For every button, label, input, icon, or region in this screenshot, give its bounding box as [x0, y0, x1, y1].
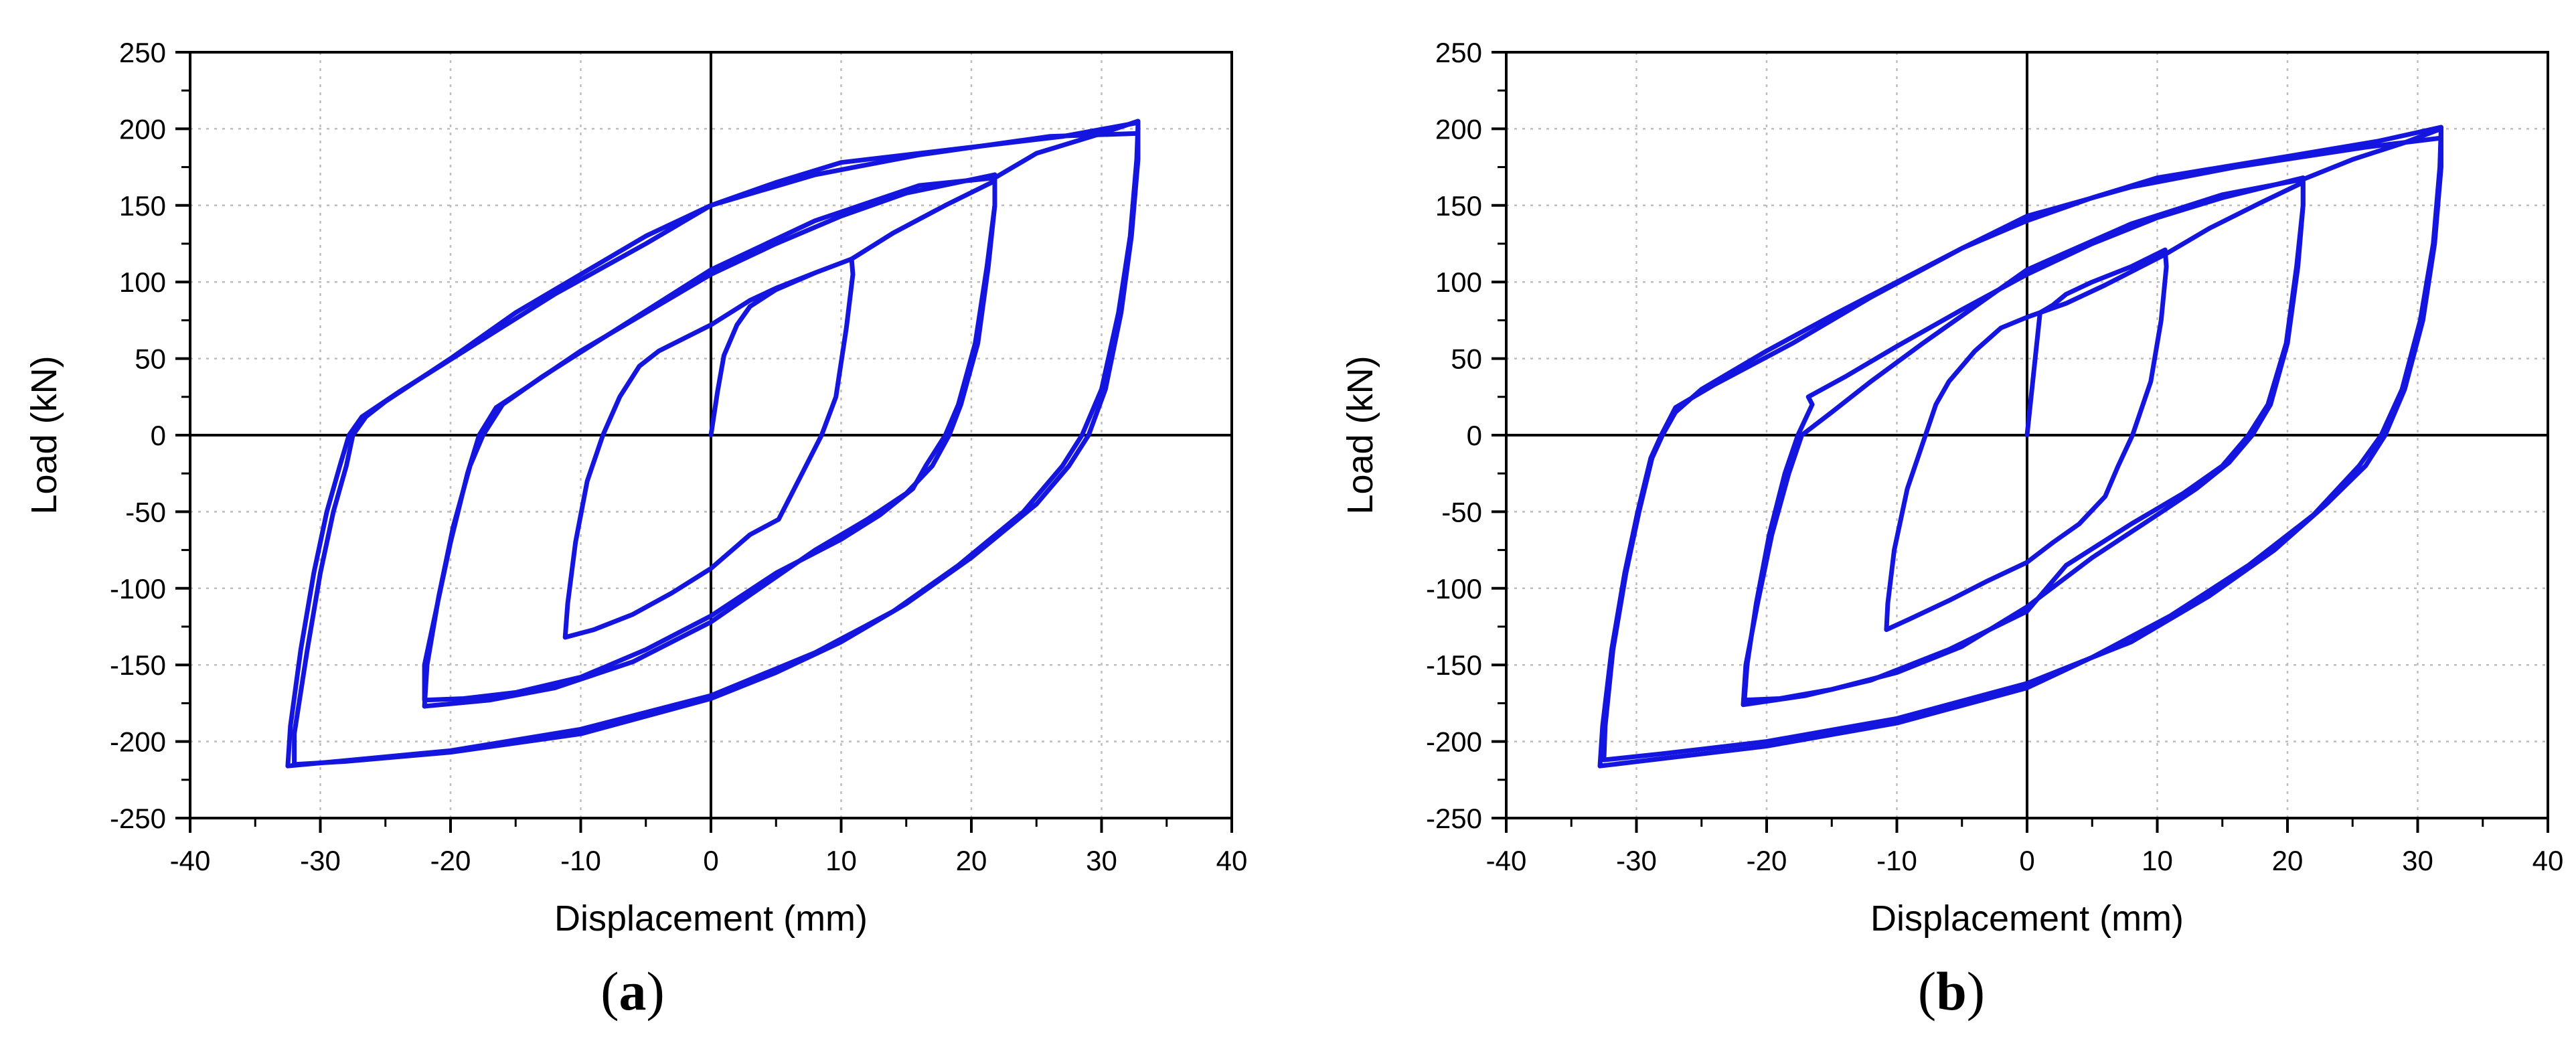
- y-tick-label: 50: [135, 343, 166, 375]
- y-tick-label: -250: [110, 803, 166, 834]
- y-tick-label: -200: [110, 726, 166, 758]
- x-tick-label: 10: [825, 845, 857, 876]
- ticks: -40 -30 -20 -10 0 10 20 30 40-250-200-150-100-50…: [110, 37, 1247, 876]
- x-tick-label: -40: [1486, 845, 1527, 876]
- hysteresis-loop-1: [1884, 247, 2169, 633]
- hysteresis-loop-1: [562, 256, 856, 640]
- y-tick-label: 150: [1435, 190, 1482, 222]
- x-axis-title: Displacement (mm): [554, 898, 868, 939]
- y-tick-label: 0: [1467, 420, 1482, 451]
- x-tick-label: -10: [560, 845, 601, 876]
- y-tick-label: 200: [1435, 113, 1482, 145]
- panel-label: (b): [1918, 961, 1985, 1022]
- x-tick-label: 40: [1216, 845, 1248, 876]
- x-tick-label: -20: [430, 845, 471, 876]
- hysteresis-loop-5: [285, 120, 1141, 769]
- hysteresis-loop-4: [292, 118, 1141, 767]
- y-tick-label: -50: [125, 496, 166, 528]
- x-tick-label: -20: [1747, 845, 1787, 876]
- hysteresis-loop-3: [1741, 175, 2306, 708]
- y-tick-label: 50: [1451, 343, 1482, 375]
- series-group: [1597, 125, 2443, 769]
- panel-label-open: (: [600, 961, 619, 1022]
- y-tick-label: 100: [1435, 266, 1482, 298]
- x-axis-title: Displacement (mm): [1870, 898, 2184, 939]
- y-tick-label: -250: [1426, 803, 1482, 834]
- y-tick-label: -150: [110, 649, 166, 681]
- y-tick-label: -100: [1426, 573, 1482, 605]
- panel-label-letter: b: [1936, 961, 1967, 1022]
- y-tick-label: 250: [119, 37, 166, 68]
- y-tick-label: 200: [119, 113, 166, 145]
- chart-panel-b: -40 -30 -20 -10 0 10 20 30 40-250-200-150-100-50…: [1340, 37, 2563, 1022]
- panel-label-letter: a: [619, 961, 647, 1022]
- x-tick-label: 20: [956, 845, 987, 876]
- ticks: -40 -30 -20 -10 0 10 20 30 40-250-200-150-100-50…: [1426, 37, 2563, 876]
- x-tick-label: 20: [2272, 845, 2304, 876]
- x-tick-label: 0: [703, 845, 718, 876]
- x-tick-label: -30: [1616, 845, 1657, 876]
- y-tick-label: -50: [1441, 496, 1482, 528]
- x-tick-label: 30: [1086, 845, 1117, 876]
- y-axis-title: Load (kN): [1340, 355, 1380, 514]
- chart-panel-a: -40 -30 -20 -10 0 10 20 30 40-250-200-150-100-50…: [24, 37, 1247, 1022]
- x-tick-label: -10: [1876, 845, 1917, 876]
- hysteresis-loop-3: [422, 172, 997, 709]
- x-tick-label: -40: [170, 845, 211, 876]
- y-tick-label: 100: [119, 266, 166, 298]
- y-tick-label: 150: [119, 190, 166, 222]
- y-tick-label: 250: [1435, 37, 1482, 68]
- y-tick-label: -150: [1426, 649, 1482, 681]
- panel-label-open: (: [1918, 961, 1936, 1022]
- panel-label-close: ): [1967, 961, 1985, 1022]
- y-tick-label: 0: [151, 420, 166, 451]
- x-tick-label: 10: [2142, 845, 2173, 876]
- series-group: [285, 118, 1141, 769]
- y-tick-label: -100: [110, 573, 166, 605]
- panel-label: (a): [600, 961, 665, 1022]
- x-tick-label: 30: [2402, 845, 2433, 876]
- panel-label-close: ): [647, 961, 665, 1022]
- y-tick-label: -200: [1426, 726, 1482, 758]
- y-axis-title: Load (kN): [24, 355, 64, 514]
- x-tick-label: -30: [300, 845, 341, 876]
- hysteresis-loop-5: [1597, 125, 2443, 769]
- x-tick-label: 40: [2532, 845, 2564, 876]
- x-tick-label: 0: [2019, 845, 2034, 876]
- hysteresis-loop-2: [1742, 175, 2306, 703]
